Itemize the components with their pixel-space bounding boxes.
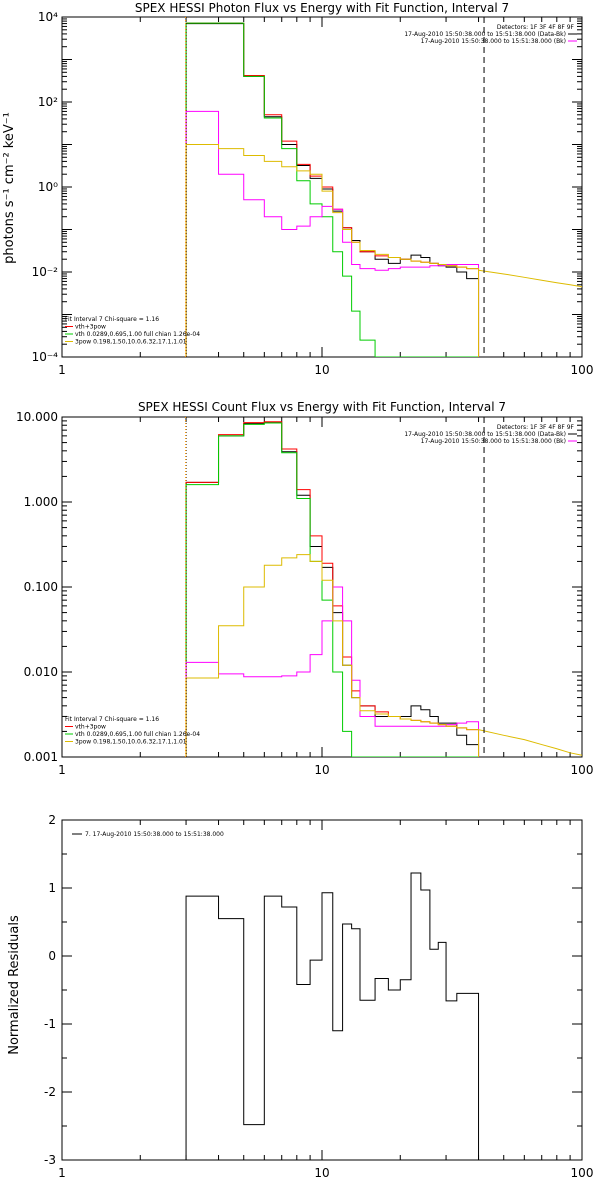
plot-area [185, 417, 582, 757]
y-tick-label: 10² [38, 95, 58, 109]
legend-entry: 17-Aug-2010 15:50:38.000 to 15:51:38.000… [404, 31, 566, 38]
residuals-panel: Normalized Residuals 1 10 100 -3 -2 -1 0 1 2 7. 1… [7, 813, 593, 1180]
y-tick-label: 1.000 [24, 495, 58, 509]
y-tick-label: 10⁰ [38, 180, 58, 194]
fit-legend-entry: vth 0.0289,0.695,1.00 full chian 1.26e-0… [75, 731, 200, 738]
fit-legend-entry: vth+3pow [75, 324, 106, 331]
series-line-3pow [185, 554, 480, 757]
y-tick-label: 1 [48, 881, 56, 895]
series-line-3pow-extrapolation [478, 729, 582, 756]
legend-entry: 7. 17-Aug-2010 15:50:38.000 to 15:51:38.… [85, 831, 224, 838]
fit-legend-entry: 3pow 0.198,1.50,10.0,6.32,17.1,1.01 [75, 739, 187, 746]
y-tick-label: -2 [44, 1085, 56, 1099]
series-line-vth [185, 22, 479, 357]
chart-title-count: SPEX HESSI Count Flux vs Energy with Fit… [138, 400, 506, 414]
x-tick-label: 100 [571, 363, 594, 377]
x-tick-label: 1 [58, 363, 66, 377]
fit-legend: Fit Interval 7 Chi-square = 1.16vth+3pow… [65, 316, 200, 346]
legend-entry: 17-Aug-2010 15:50:38.000 to 15:51:38.000… [404, 431, 566, 438]
x-tick-label: 10 [314, 1166, 329, 1180]
y-tick-label: 10⁴ [38, 10, 58, 24]
y-tick-label: 10⁻⁴ [32, 350, 59, 364]
legend-entry: 17-Aug-2010 15:50:38.000 to 15:51:38.000… [421, 38, 566, 45]
y-tick-label: -3 [44, 1153, 56, 1167]
detectors-label: Detectors: 1F 3F 4F 8F 9F [497, 24, 575, 31]
series-line-residuals [185, 872, 480, 1160]
photon-flux-panel: SPEX HESSI Photon Flux vs Energy with Fi… [2, 1, 593, 377]
y-axis-label-photon: photons s⁻¹ cm⁻² keV⁻¹ [2, 112, 17, 264]
y-tick-label: 0 [48, 949, 56, 963]
fit-legend-entry: vth 0.0289,0.695,1.00 full chian 1.26e-0… [75, 331, 200, 338]
plot-area [185, 872, 480, 1160]
fit-legend-entry: vth+3pow [75, 724, 106, 731]
fit-legend: Fit Interval 7 Chi-square = 1.16vth+3pow… [65, 716, 200, 746]
y-axis-label-residuals: Normalized Residuals [7, 915, 22, 1055]
chart-title-photon: SPEX HESSI Photon Flux vs Energy with Fi… [135, 1, 509, 15]
fit-legend-entry: 3pow 0.198,1.50,10.0,6.32,17.1,1.01 [75, 339, 187, 346]
x-tick-label: 1 [58, 763, 66, 777]
x-tick-label: 100 [571, 1166, 594, 1180]
plot-frame [61, 819, 583, 1161]
y-tick-label: 0.100 [24, 580, 58, 594]
detectors-label: Detectors: 1F 3F 4F 8F 9F [497, 424, 575, 431]
series-line-3pow-extrapolation [478, 269, 582, 288]
y-tick-label: 2 [48, 813, 56, 827]
y-tick-label: 0.010 [24, 665, 58, 679]
fit-legend-entry: Fit Interval 7 Chi-square = 1.16 [65, 716, 159, 723]
x-tick-label: 100 [571, 763, 594, 777]
series-line-vth-3pow [185, 22, 480, 357]
y-tick-label: -1 [44, 1017, 56, 1031]
y-tick-label: 10⁻² [32, 265, 59, 279]
legend-entry: 17-Aug-2010 15:50:38.000 to 15:51:38.000… [421, 438, 566, 445]
series-line-vth [185, 422, 479, 757]
legend-residuals: 7. 17-Aug-2010 15:50:38.000 to 15:51:38.… [72, 831, 224, 838]
plot-area [185, 17, 582, 357]
y-tick-label: 10.000 [16, 410, 58, 424]
x-tick-label: 1 [58, 1166, 66, 1180]
count-flux-panel: SPEX HESSI Count Flux vs Energy with Fit… [16, 400, 593, 777]
y-tick-label: 0.001 [24, 750, 58, 764]
x-tick-label: 10 [314, 763, 329, 777]
series-line-3pow [185, 144, 480, 357]
fit-legend-entry: Fit Interval 7 Chi-square = 1.16 [65, 316, 159, 323]
x-tick-label: 10 [314, 363, 329, 377]
